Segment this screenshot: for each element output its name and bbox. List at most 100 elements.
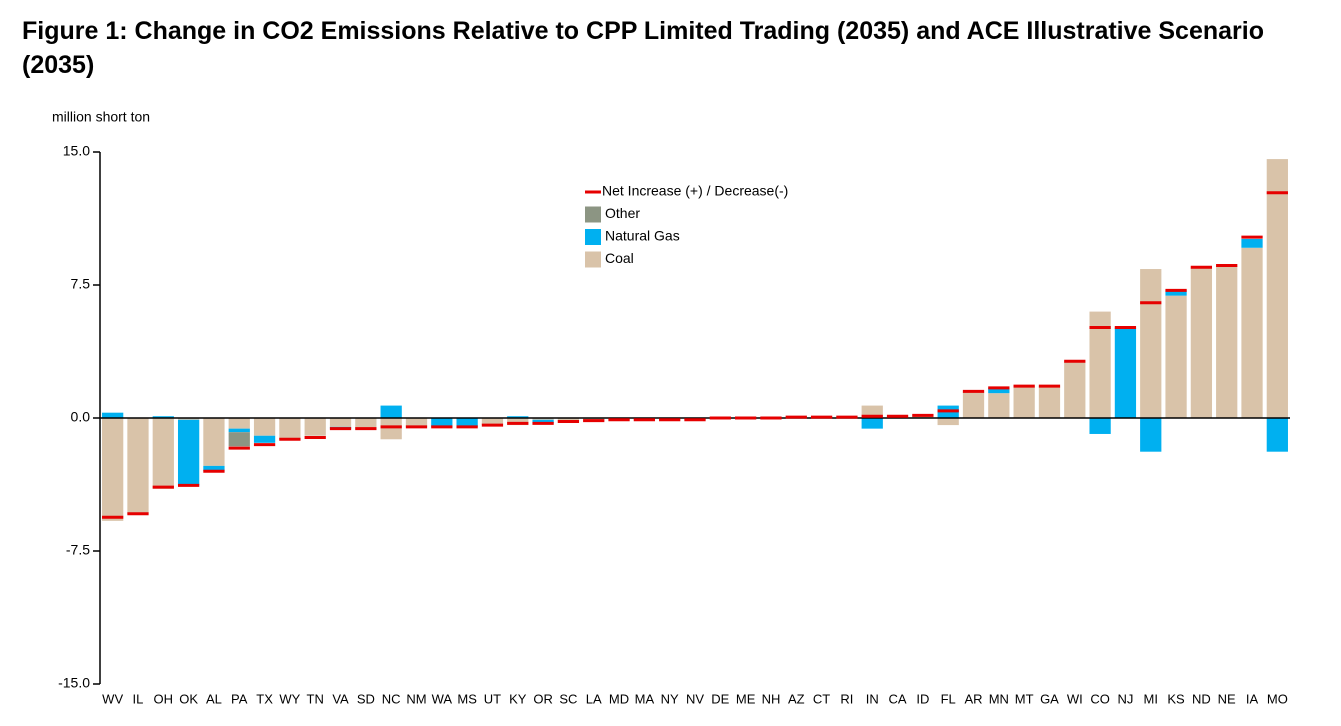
bar-segment	[355, 418, 377, 429]
x-tick-label: MS	[457, 691, 477, 706]
x-tick-label: WA	[432, 691, 453, 706]
x-tick-label: MA	[635, 691, 655, 706]
bar-segment	[1241, 247, 1263, 418]
bar-segment	[962, 391, 985, 418]
bar-segment	[203, 418, 225, 466]
legend-label: Natural Gas	[605, 228, 680, 244]
x-tick-label: GA	[1040, 691, 1059, 706]
bar-segment	[380, 418, 402, 440]
bar-segment	[1266, 159, 1288, 419]
x-tick-label: MD	[609, 691, 629, 706]
bar-segment	[253, 435, 276, 443]
x-tick-label: AL	[206, 691, 222, 706]
bar-segment	[1038, 386, 1061, 418]
bar-segment	[1089, 418, 1111, 434]
bar-segment	[507, 418, 529, 426]
x-tick-label: VA	[332, 691, 349, 706]
x-tick-label: IL	[133, 691, 144, 706]
x-tick-label: NM	[406, 691, 426, 706]
bar-segment	[203, 465, 225, 472]
y-tick-label: -7.5	[66, 542, 90, 558]
x-tick-label: TN	[307, 691, 324, 706]
x-tick-label: SC	[559, 691, 577, 706]
x-tick-label: NV	[686, 691, 704, 706]
chart-title: Figure 1: Change in CO2 Emissions Relati…	[22, 17, 1264, 79]
bar-segment	[861, 418, 883, 429]
bar-segment	[1216, 265, 1238, 418]
x-tick-label: UT	[484, 691, 501, 706]
x-tick-label: NY	[661, 691, 679, 706]
x-tick-label: CA	[889, 691, 907, 706]
legend-label: Coal	[605, 250, 634, 266]
bar-segment	[1165, 295, 1187, 418]
bar-segment	[127, 418, 149, 514]
x-tick-label: KY	[509, 691, 527, 706]
x-tick-label: MN	[989, 691, 1009, 706]
bar-segment	[228, 418, 250, 429]
bar-segment	[1241, 238, 1263, 248]
bar-segment	[532, 418, 554, 420]
bar-segment	[532, 419, 554, 424]
bar-segment	[481, 418, 504, 426]
x-tick-label: TX	[256, 691, 273, 706]
x-tick-label: WY	[279, 691, 300, 706]
x-tick-label: DE	[711, 691, 729, 706]
bar-segment	[1013, 386, 1035, 418]
x-tick-label: MI	[1144, 691, 1158, 706]
bar-segment	[177, 419, 200, 486]
x-tick-label: WI	[1067, 691, 1083, 706]
bar-segment	[177, 418, 200, 420]
bar-segment	[1140, 269, 1162, 418]
bar-segment	[1064, 361, 1086, 418]
x-tick-label: AZ	[788, 691, 805, 706]
bar-segment	[1089, 311, 1111, 418]
x-tick-label: SD	[357, 691, 375, 706]
bar-segment	[1165, 290, 1187, 296]
bar-segment	[102, 412, 124, 418]
bar-segment	[102, 418, 124, 521]
bar-segment	[380, 405, 402, 418]
x-tick-label: IN	[866, 691, 879, 706]
x-tick-label: OH	[154, 691, 174, 706]
bar-segment	[937, 418, 959, 426]
bar-segment	[152, 418, 174, 489]
x-tick-label: FL	[941, 691, 956, 706]
x-tick-label: IA	[1246, 691, 1259, 706]
bar-segment	[1114, 327, 1137, 418]
bar-segment	[228, 428, 250, 433]
x-tick-label: NH	[762, 691, 781, 706]
legend-swatch	[585, 251, 601, 268]
bar-segment	[279, 418, 301, 440]
bar-segment	[431, 418, 453, 427]
x-tick-label: PA	[231, 691, 248, 706]
x-tick-label: NJ	[1117, 691, 1133, 706]
bar-segment	[507, 416, 529, 418]
bar-segment	[152, 416, 174, 418]
x-tick-label: NC	[382, 691, 401, 706]
x-tick-label: MO	[1267, 691, 1288, 706]
y-tick-label: 0.0	[71, 409, 91, 425]
x-tick-label: ME	[736, 691, 756, 706]
bar-segment	[1190, 267, 1213, 418]
x-tick-label: NE	[1218, 691, 1236, 706]
legend-swatch	[585, 229, 601, 245]
bar-segment	[228, 432, 250, 447]
bar-segment	[456, 418, 478, 427]
x-tick-label: AR	[964, 691, 982, 706]
x-tick-label: OK	[179, 691, 198, 706]
legend-swatch	[585, 206, 601, 223]
bar-segment	[253, 418, 276, 436]
legend-label: Other	[605, 205, 640, 221]
bar-segment	[557, 418, 580, 422]
x-tick-label: WV	[102, 691, 123, 706]
y-tick-label: 7.5	[71, 276, 91, 292]
x-tick-label: ID	[916, 691, 929, 706]
x-tick-label: MT	[1015, 691, 1034, 706]
bar-segment	[988, 387, 1010, 394]
x-tick-label: CO	[1090, 691, 1110, 706]
y-tick-label: 15.0	[63, 143, 90, 159]
y-tick-label: -15.0	[58, 675, 90, 691]
bar-segment	[1140, 418, 1162, 452]
